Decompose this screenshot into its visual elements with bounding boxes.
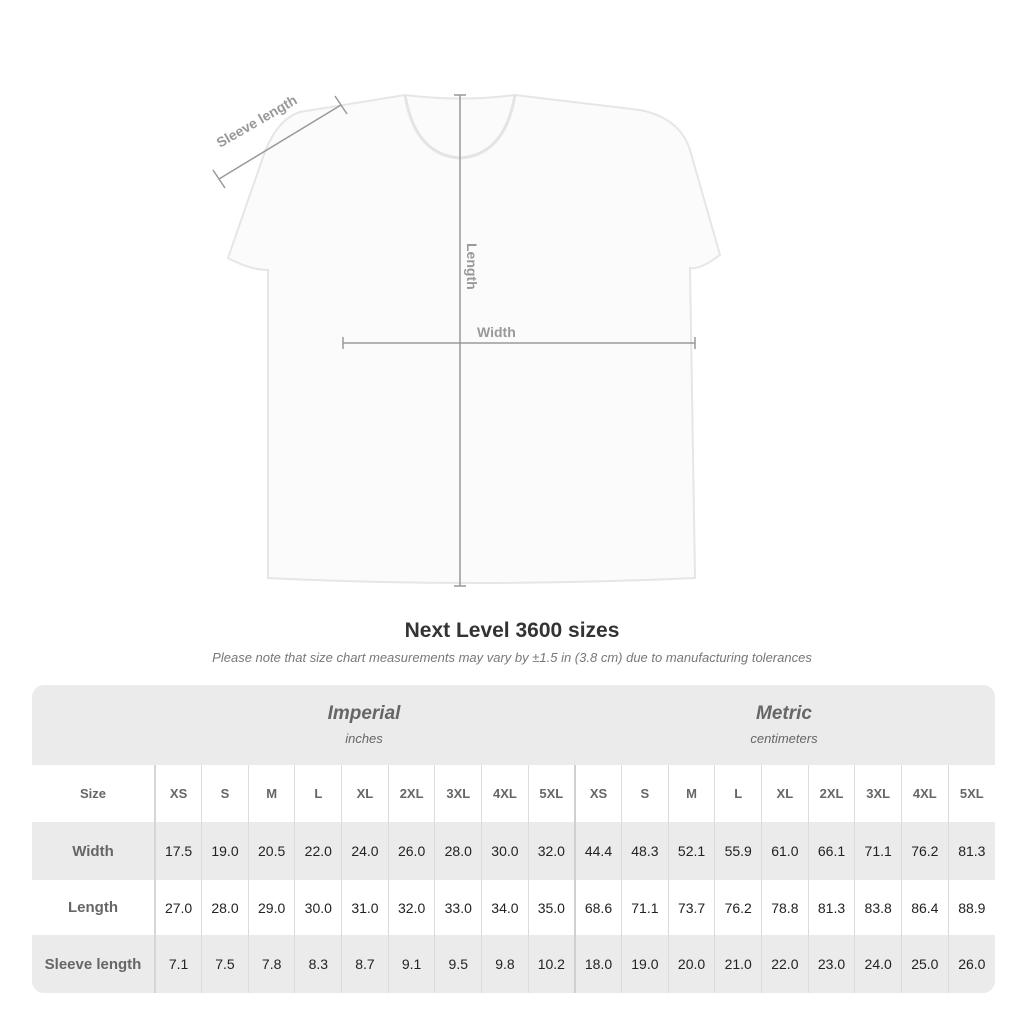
size-header: 3XL [434,765,482,822]
imperial-value: 30.0 [481,822,529,880]
metric-value: 71.1 [854,822,902,880]
imperial-value: 24.0 [341,822,389,880]
metric-value: 81.3 [807,880,855,935]
imperial-value: 9.1 [387,935,435,993]
imperial-value: 22.0 [294,822,342,880]
size-header: S [621,765,669,822]
size-table: Imperial inches Metric centimeters Size X… [32,685,995,993]
tshirt-diagram: Sleeve length Length Width [212,92,722,587]
page-title: Next Level 3600 sizes [404,619,620,642]
imperial-value: 7.5 [201,935,249,993]
imperial-value: 7.1 [154,935,202,993]
imperial-value: 7.8 [247,935,295,993]
sleeve-line [218,104,342,180]
size-header: M [247,765,295,822]
metric-unit: centimeters [750,731,818,746]
row-label: Sleeve length [32,935,155,993]
size-header: 3XL [854,765,902,822]
imperial-value: 28.0 [201,880,249,935]
size-header: 5XL [947,765,995,822]
metric-value: 78.8 [761,880,809,935]
imperial-title: Imperial [327,703,401,724]
imperial-value: 19.0 [201,822,249,880]
imperial-value: 32.0 [387,880,435,935]
imperial-value: 10.2 [527,935,575,993]
imperial-value: 17.5 [154,822,202,880]
size-header: XS [573,765,622,822]
size-header: XL [761,765,809,822]
metric-value: 66.1 [807,822,855,880]
size-header: S [201,765,249,822]
imperial-value: 34.0 [481,880,529,935]
metric-value: 83.8 [854,880,902,935]
size-header: XL [341,765,389,822]
size-header: 2XL [807,765,855,822]
size-header: 4XL [901,765,949,822]
metric-value: 81.3 [947,822,995,880]
imperial-value: 9.5 [434,935,482,993]
metric-value: 73.7 [667,880,715,935]
size-header: 5XL [527,765,575,822]
table-row: Width 17.5 19.0 20.5 22.0 24.0 26.0 28.0 30.0 32.… [32,822,995,880]
row-label: Length [32,880,155,935]
metric-value: 68.6 [573,880,622,935]
table-row: Sleeve length 7.1 7.5 7.8 8.3 8.7 9.1 9.5 9.8 10.… [32,935,995,993]
imperial-value: 30.0 [294,880,342,935]
size-header: 2XL [387,765,435,822]
tshirt-shape [226,93,722,584]
metric-value: 76.2 [714,880,762,935]
metric-value: 86.4 [901,880,949,935]
imperial-value: 9.8 [481,935,529,993]
imperial-value: 26.0 [387,822,435,880]
metric-value: 24.0 [854,935,902,993]
metric-value: 23.0 [807,935,855,993]
length-label: Length [464,243,480,290]
imperial-value: 28.0 [434,822,482,880]
size-header: L [714,765,762,822]
imperial-value: 33.0 [434,880,482,935]
metric-value: 25.0 [901,935,949,993]
metric-value: 88.9 [947,880,995,935]
table-row: Size XS S M L XL 2XL 3XL 4XL 5XL XS S M L XL 2XL 3XL 4XL 5… [32,765,995,822]
row-label: Width [32,822,155,880]
size-header: XS [154,765,202,822]
metric-value: 55.9 [714,822,762,880]
imperial-unit: inches [345,731,383,746]
metric-title: Metric [756,703,812,724]
size-header: L [294,765,342,822]
imperial-value: 27.0 [154,880,202,935]
metric-value: 22.0 [761,935,809,993]
metric-value: 52.1 [667,822,715,880]
width-label: Width [477,324,516,340]
imperial-value: 35.0 [527,880,575,935]
imperial-value: 31.0 [341,880,389,935]
metric-value: 71.1 [621,880,669,935]
metric-value: 44.4 [573,822,622,880]
imperial-header: Imperial inches [154,685,574,765]
metric-header: Metric centimeters [574,685,994,765]
tolerance-note: Please note that size chart measurements… [212,650,812,665]
metric-value: 18.0 [573,935,622,993]
metric-value: 76.2 [901,822,949,880]
metric-value: 61.0 [761,822,809,880]
metric-value: 20.0 [667,935,715,993]
table-row: Length 27.0 28.0 29.0 30.0 31.0 32.0 33.0 34.0 35… [32,880,995,935]
metric-value: 26.0 [947,935,995,993]
imperial-value: 32.0 [527,822,575,880]
imperial-value: 20.5 [247,822,295,880]
metric-value: 21.0 [714,935,762,993]
metric-value: 19.0 [621,935,669,993]
row-label: Size [32,765,155,822]
imperial-value: 29.0 [247,880,295,935]
metric-value: 48.3 [621,822,669,880]
size-header: M [667,765,715,822]
size-grid: Size XS S M L XL 2XL 3XL 4XL 5XL XS S M L XL 2XL 3XL 4XL 5… [32,765,995,993]
imperial-value: 8.3 [294,935,342,993]
size-header: 4XL [481,765,529,822]
imperial-value: 8.7 [341,935,389,993]
